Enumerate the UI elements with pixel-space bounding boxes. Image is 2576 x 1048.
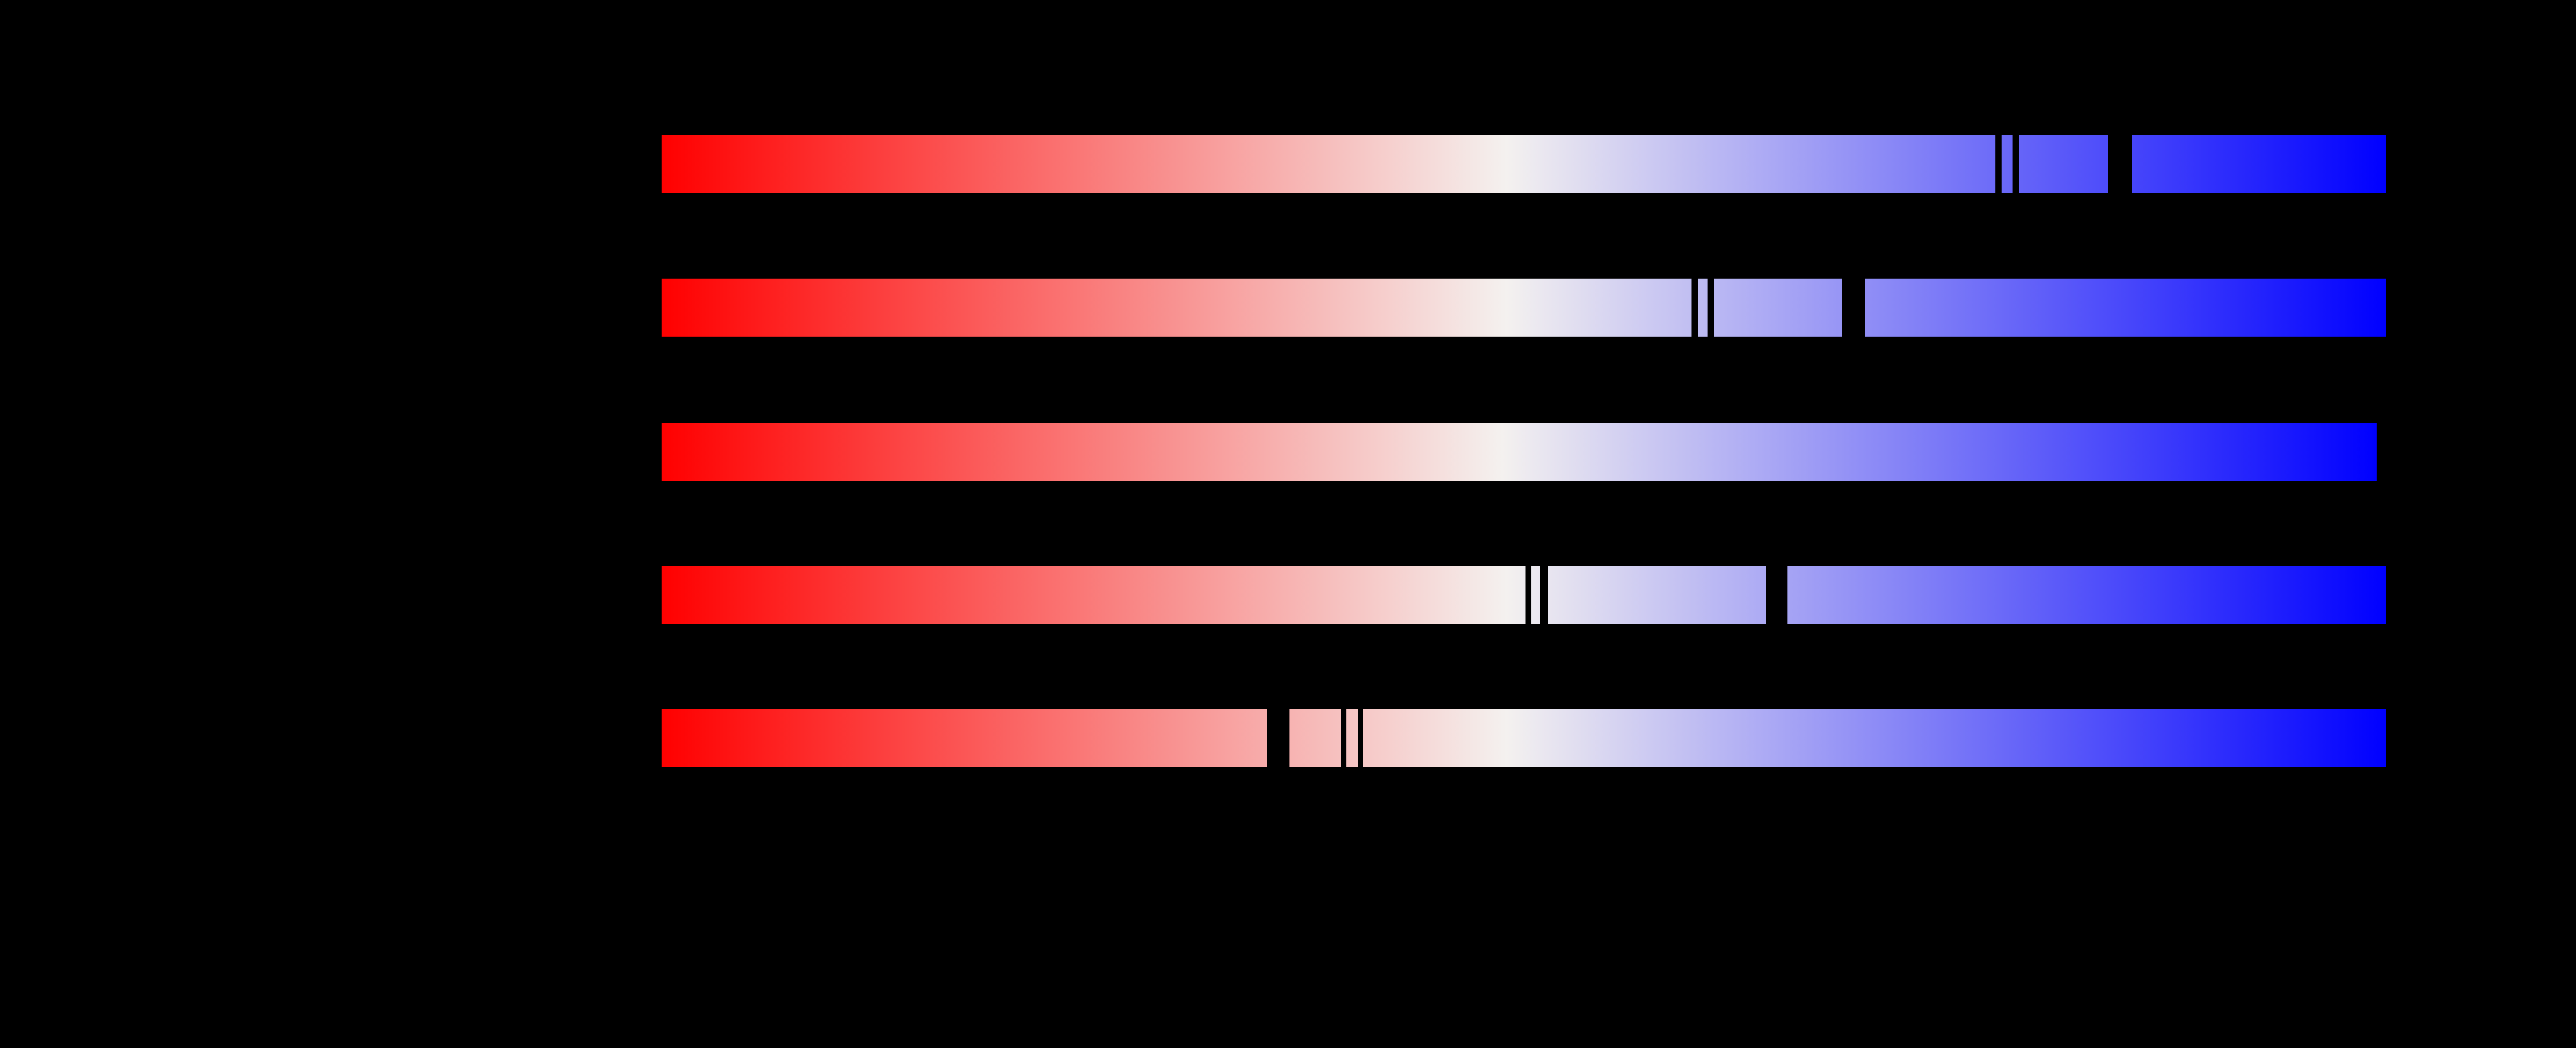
wide-divider-marker: [1766, 565, 1788, 624]
wide-divider-marker: [1267, 708, 1290, 767]
wide-divider-marker: [1842, 279, 1866, 337]
thin-divider-marker: [1341, 708, 1347, 767]
wide-divider-marker: [2108, 134, 2133, 193]
thin-divider-marker: [1708, 279, 1714, 337]
thin-divider-marker: [1525, 565, 1531, 624]
thin-divider-marker: [1358, 708, 1363, 767]
gradient-bar-row-1: [662, 134, 2386, 193]
thin-divider-marker: [1540, 565, 1548, 624]
thin-divider-marker: [1691, 279, 1698, 337]
gradient-bar-row-2: [662, 279, 2386, 337]
thin-divider-marker: [2013, 134, 2019, 193]
gradient-bar-row-5: [662, 708, 2386, 767]
gradient-bar-row-3: [662, 422, 2377, 481]
gradient-bar-row-4: [662, 565, 2386, 624]
thin-divider-marker: [1995, 134, 2002, 193]
